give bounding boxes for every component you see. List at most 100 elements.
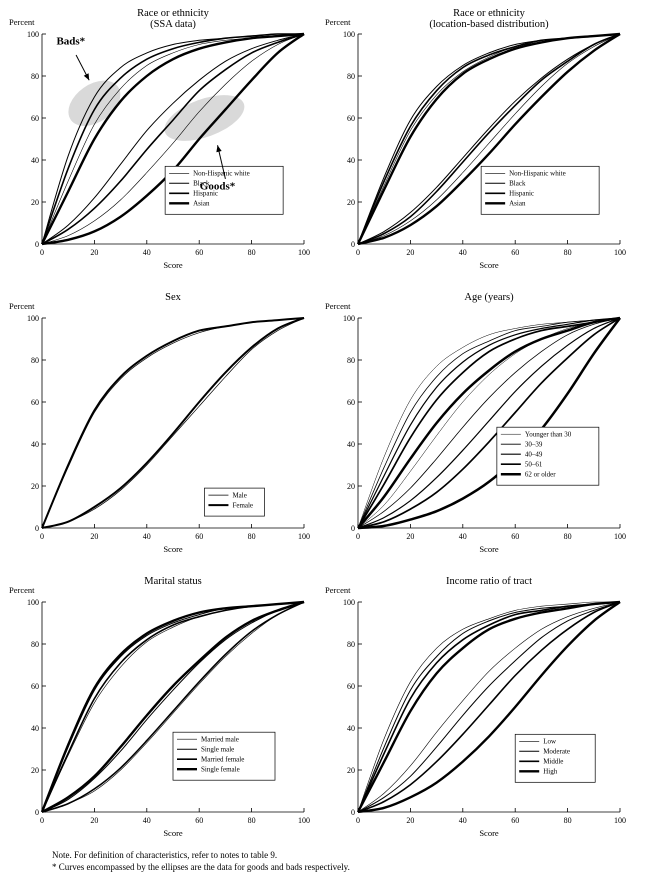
axes xyxy=(41,33,305,245)
legend-label-hispanic: Hispanic xyxy=(193,190,218,198)
series-50-61-bads xyxy=(357,317,621,529)
legend: Low Moderate Middle High xyxy=(514,733,596,783)
x-tick-label: 20 xyxy=(406,248,414,257)
chart-title-line: Income ratio of tract xyxy=(446,576,532,587)
chart-svg-race-ssa: Race or ethnicity(SSA data) Percent 0 20 40 6… xyxy=(9,8,310,270)
series-younger-than-30-goods xyxy=(357,317,621,529)
x-axis-label: Score xyxy=(479,544,499,554)
y-tick-label: 100 xyxy=(27,30,39,39)
x-tick-label: 0 xyxy=(356,816,360,825)
chart-svg-age: Age (years) Percent 0 20 40 60 80 100 0 20 40 60 80 1… xyxy=(325,292,626,554)
y-tick-label: 0 xyxy=(35,808,39,817)
legend-label-asian: Asian xyxy=(193,200,210,208)
series-hispanic-goods xyxy=(41,33,305,245)
figure-notes: Note. For definition of characteristics,… xyxy=(0,848,645,873)
series-asian-bads xyxy=(356,32,621,245)
legend-label-high: High xyxy=(543,768,558,776)
chart-title: Race or ethnicity(SSA data) xyxy=(137,8,209,30)
series-single-female-bads xyxy=(40,600,305,813)
series-non-hispanic-white-goods xyxy=(41,33,305,245)
series-hispanic-goods xyxy=(357,33,621,245)
x-tick-label: 0 xyxy=(356,532,360,541)
note-line-2: * Curves encompassed by the ellipses are… xyxy=(52,861,350,872)
x-tick-label: 20 xyxy=(90,816,98,825)
x-axis-label: Score xyxy=(163,544,183,554)
x-tick-label: 0 xyxy=(40,532,44,541)
chart-title-line: (SSA data) xyxy=(150,19,196,30)
series-high-bads xyxy=(356,600,621,813)
y-tick-label: 80 xyxy=(347,356,355,365)
x-tick-label: 100 xyxy=(614,816,626,825)
legend-label-younger-than-30: Younger than 30 xyxy=(525,431,572,439)
y-tick-label: 0 xyxy=(35,240,39,249)
y-tick-label: 60 xyxy=(31,114,39,123)
legend: Male Female xyxy=(204,487,265,517)
series-moderate-goods xyxy=(357,601,621,813)
legend-label-moderate: Moderate xyxy=(543,748,570,756)
chart-age: Age (years) Percent 0 20 40 60 80 100 0 20 40 60 80 1… xyxy=(322,288,630,564)
y-tick-label: 0 xyxy=(351,524,355,533)
x-tick-label: 40 xyxy=(459,248,467,257)
series-black-goods xyxy=(357,33,621,245)
series-40-49-goods xyxy=(357,317,621,529)
axes xyxy=(357,317,621,529)
series-asian-bads xyxy=(40,32,305,245)
x-tick-label: 80 xyxy=(564,248,572,257)
y-tick-label: 100 xyxy=(27,314,39,323)
annotation-goods: Goods* xyxy=(200,180,236,192)
x-tick-label: 100 xyxy=(298,816,310,825)
x-tick-label: 80 xyxy=(248,248,256,257)
series-middle-bads xyxy=(357,601,621,813)
y-tick-label: 100 xyxy=(343,598,355,607)
legend-label-married-male: Married male xyxy=(201,736,239,744)
chart-race-location: Race or ethnicity (location-based distrib… xyxy=(322,4,630,280)
y-tick-label: 20 xyxy=(31,766,39,775)
series-black-goods xyxy=(41,33,305,245)
series-62-or-older-goods xyxy=(357,317,622,530)
legend-label-non-hispanic-white: Non-Hispanic white xyxy=(193,170,250,178)
chart-svg-marital-status: Marital status Percent 0 20 40 60 80 100 0 20 40 60… xyxy=(9,576,310,838)
chart-svg-sex: Sex Percent 0 20 40 60 80 100 0 20 40 60 80 100 Score M… xyxy=(9,292,310,554)
series-low-bads xyxy=(357,601,620,813)
y-tick-label: 20 xyxy=(347,482,355,491)
annotation-arrow xyxy=(75,54,90,81)
x-tick-label: 80 xyxy=(564,532,572,541)
x-tick-label: 80 xyxy=(248,532,256,541)
y-axis-label: Percent xyxy=(325,585,351,595)
x-tick-label: 40 xyxy=(143,248,151,257)
series-non-hispanic-white-goods xyxy=(357,33,621,245)
y-tick-label: 100 xyxy=(27,598,39,607)
x-tick-label: 80 xyxy=(248,816,256,825)
x-tick-label: 40 xyxy=(459,816,467,825)
series-30-39-goods xyxy=(357,317,621,529)
y-tick-label: 40 xyxy=(31,440,39,449)
y-tick-label: 40 xyxy=(31,724,39,733)
x-tick-label: 60 xyxy=(511,248,519,257)
y-tick-label: 20 xyxy=(31,482,39,491)
axes xyxy=(41,317,305,529)
axes xyxy=(357,601,621,813)
x-tick-label: 60 xyxy=(195,248,203,257)
x-tick-label: 20 xyxy=(90,248,98,257)
y-tick-label: 40 xyxy=(31,156,39,165)
x-axis-label: Score xyxy=(479,260,499,270)
series-younger-than-30-bads xyxy=(357,317,621,529)
x-tick-label: 100 xyxy=(614,532,626,541)
legend-label-female: Female xyxy=(232,501,253,509)
y-tick-label: 60 xyxy=(31,398,39,407)
chart-svg-income-ratio: Income ratio of tract Percent 0 20 40 60 80 100… xyxy=(325,576,626,838)
chart-title-line: Marital status xyxy=(144,576,201,587)
y-tick-label: 100 xyxy=(343,30,355,39)
x-tick-label: 0 xyxy=(40,816,44,825)
series-high-goods xyxy=(357,601,621,814)
y-axis-label: Percent xyxy=(9,585,35,595)
y-tick-label: 80 xyxy=(347,640,355,649)
x-tick-label: 60 xyxy=(195,816,203,825)
series-female-goods xyxy=(41,317,305,529)
y-tick-label: 80 xyxy=(347,72,355,81)
chart-race-ssa: Race or ethnicity (SSA data) Percent 0 20 40 6… xyxy=(6,4,314,280)
series-50-61-goods xyxy=(357,317,621,529)
chart-title-line: Race or ethnicity xyxy=(137,8,209,19)
legend: Non-Hispanic white Black Hispanic Asian xyxy=(480,165,600,215)
